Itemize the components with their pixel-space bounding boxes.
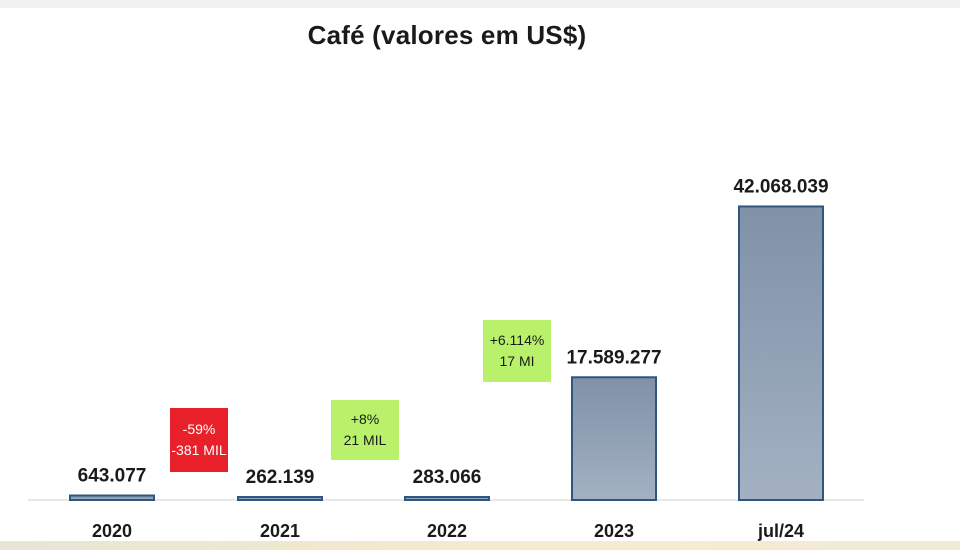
change-callout-percent: +8% — [350, 411, 380, 427]
x-tick-label: 2021 — [260, 521, 300, 541]
change-callout-amount: 17 MI — [499, 353, 535, 369]
change-callout-percent: +6.114% — [489, 332, 545, 348]
x-tick-label: jul/24 — [757, 521, 804, 541]
change-callout-2021: -59% -381 MIL — [170, 408, 228, 472]
value-label: 17.589.277 — [566, 347, 661, 368]
bar-jul-24 — [738, 205, 824, 501]
x-tick-label: 2023 — [594, 521, 634, 541]
change-callout-amount: -381 MIL — [171, 442, 227, 458]
bar-2023 — [571, 376, 657, 501]
value-label: 643.077 — [78, 466, 147, 487]
bar-2020 — [69, 494, 155, 502]
chart-title: Café (valores em US$) — [307, 20, 587, 50]
x-tick-label: 2022 — [427, 521, 467, 541]
change-callout-amount: 21 MIL — [343, 432, 387, 448]
change-callout-2022: +8% 21 MIL — [331, 400, 399, 460]
change-callout-2023: +6.114% 17 MI — [483, 320, 551, 382]
x-tick-label: 2020 — [92, 521, 132, 541]
bar-2021 — [237, 496, 323, 501]
bottom-band — [0, 541, 960, 550]
value-label: 262.139 — [246, 467, 315, 488]
value-label: 42.068.039 — [733, 176, 828, 197]
change-callout-percent: -59% — [182, 421, 216, 437]
top-band — [0, 0, 960, 8]
bar-2022 — [404, 496, 490, 501]
value-label: 283.066 — [413, 467, 482, 488]
